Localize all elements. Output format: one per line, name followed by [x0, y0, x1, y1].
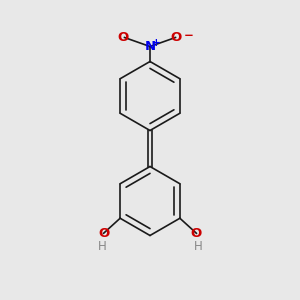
Text: O: O	[191, 227, 202, 240]
Text: O: O	[171, 31, 182, 44]
Text: H: H	[98, 240, 106, 253]
Text: −: −	[184, 29, 194, 43]
Text: N: N	[144, 40, 156, 53]
Text: O: O	[117, 31, 129, 44]
Text: +: +	[152, 38, 161, 49]
Text: H: H	[194, 240, 202, 253]
Text: O: O	[98, 227, 109, 240]
